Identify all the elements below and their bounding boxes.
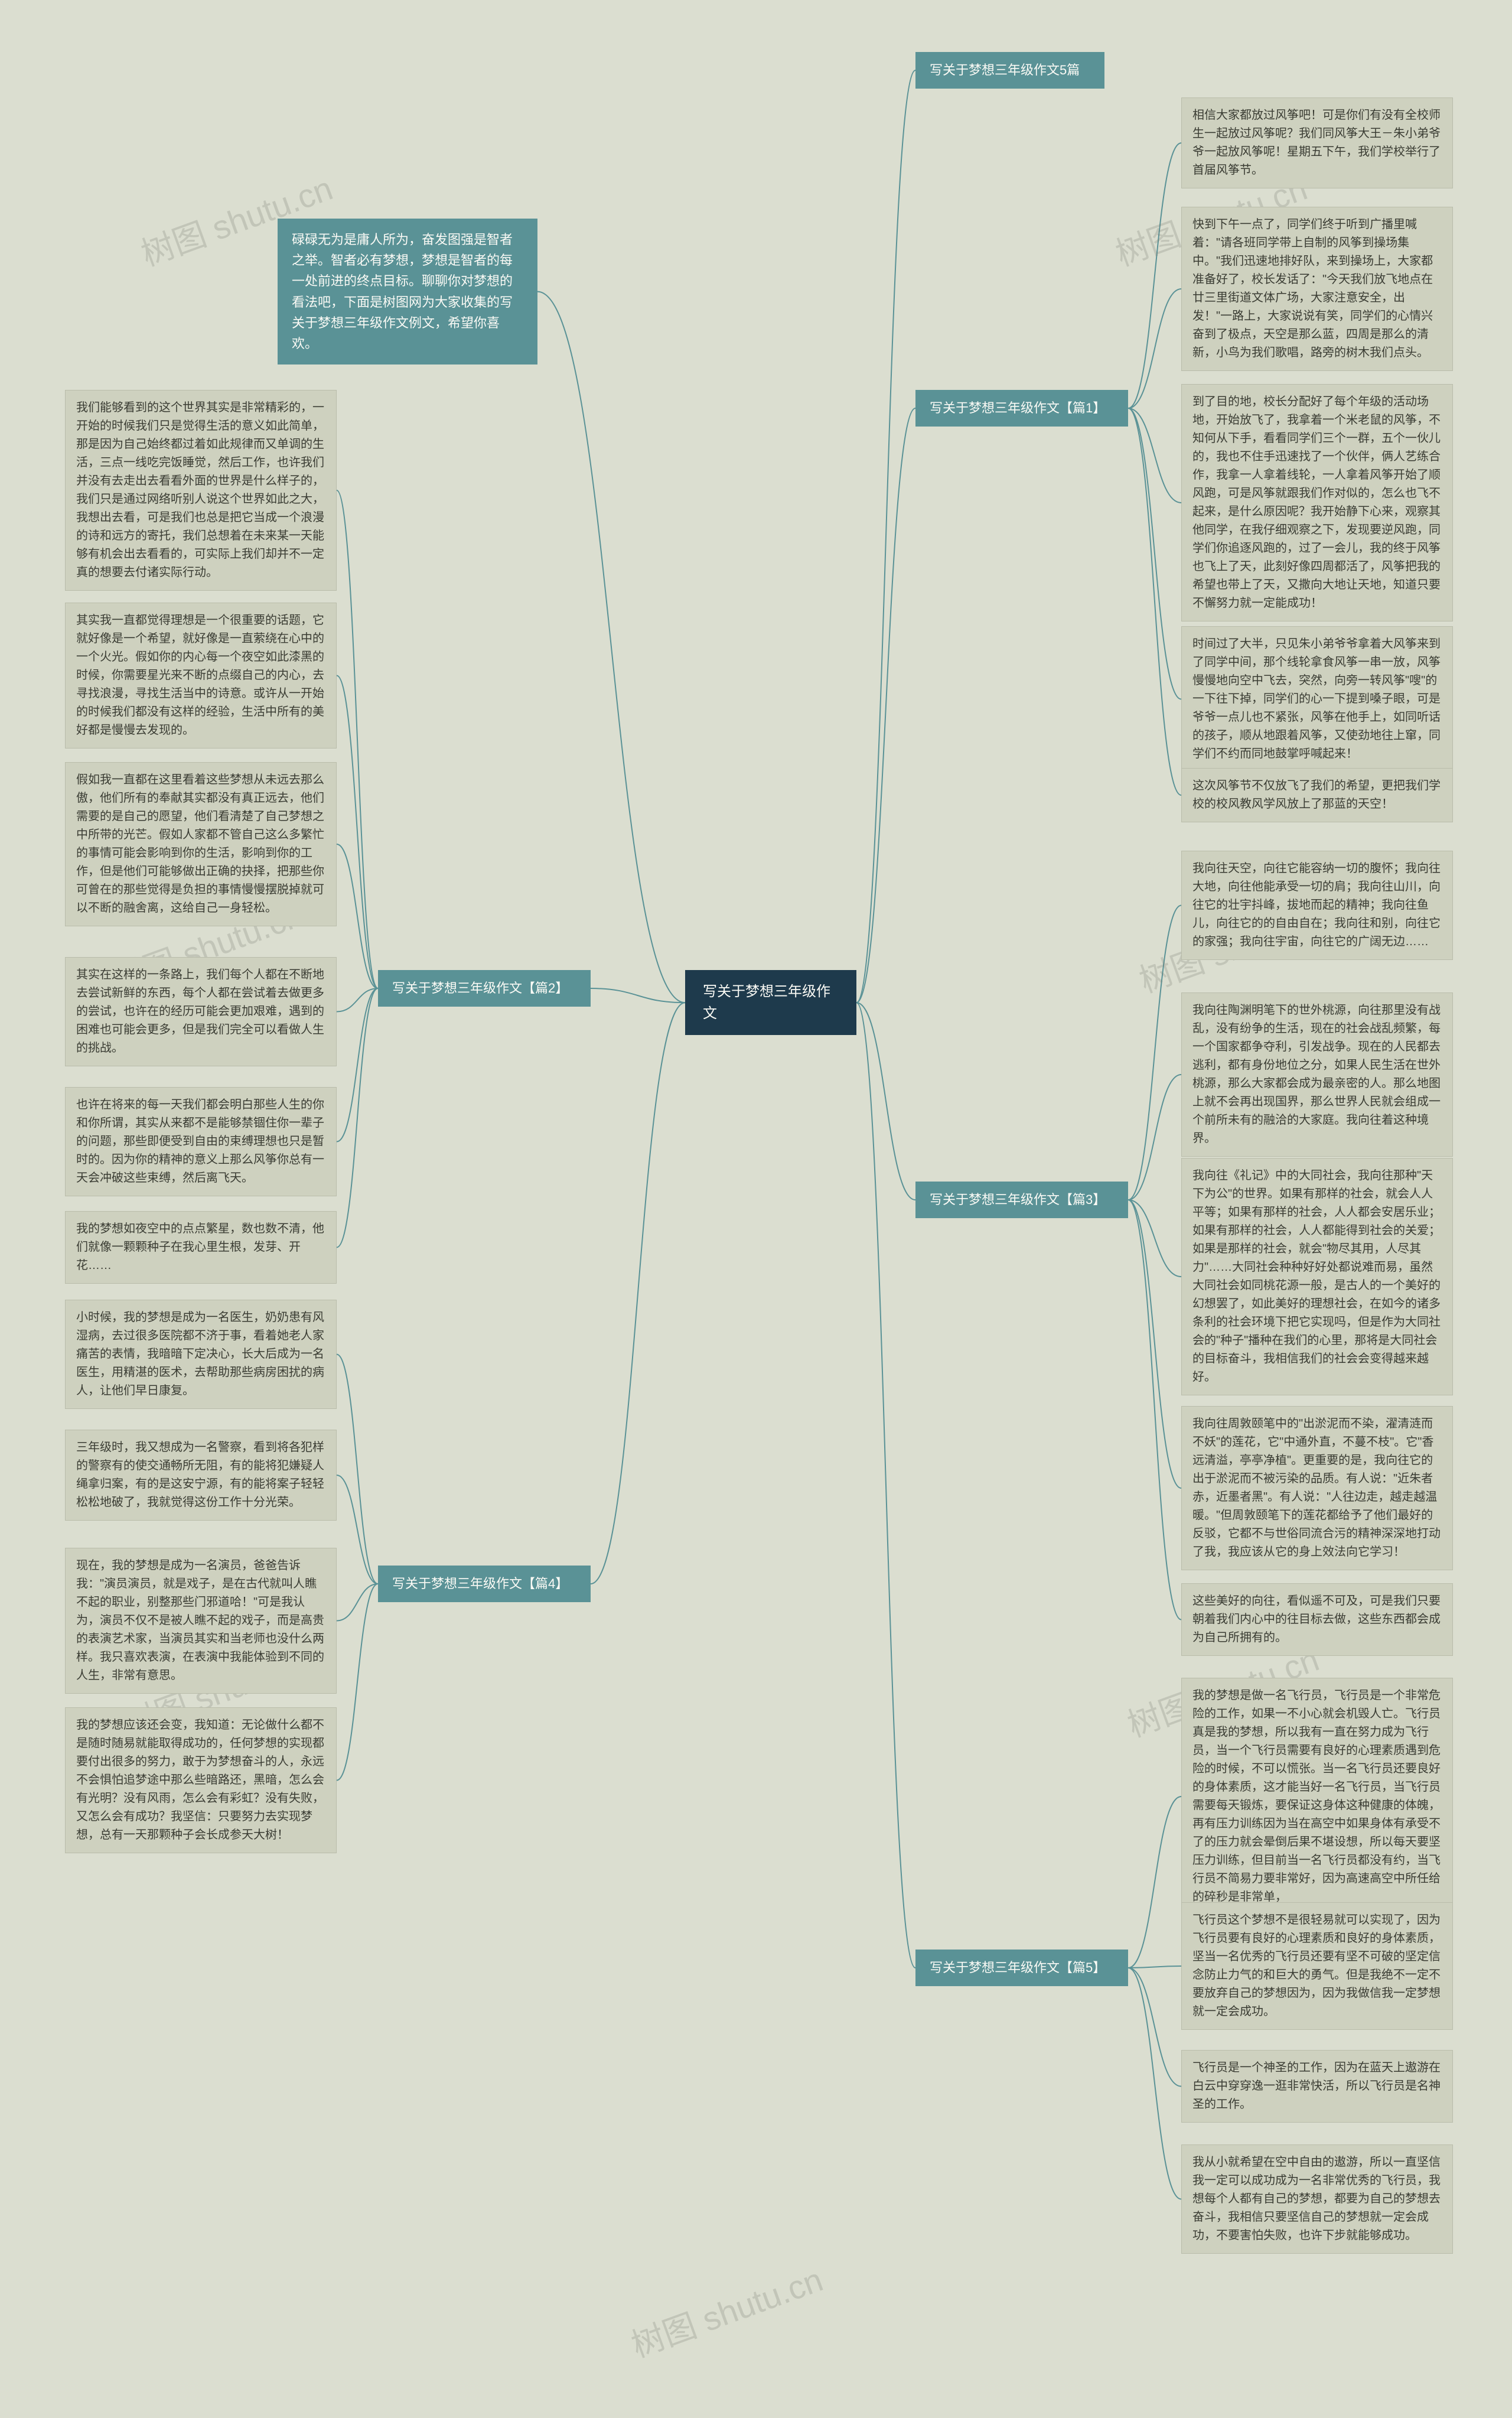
branch-node-0: 写关于梦想三年级作文5篇 xyxy=(915,52,1104,89)
connector xyxy=(337,676,378,989)
intro-node: 碌碌无为是庸人所为，奋发图强是智者之举。智者必有梦想，梦想是智者的每一处前进的终… xyxy=(278,219,537,365)
leaf-node-4-2: 现在，我的梦想是成为一名演员，爸爸告诉我："演员演员，就是戏子，是在古代就叫人瞧… xyxy=(65,1548,337,1694)
connector xyxy=(1128,289,1181,408)
connector xyxy=(537,292,685,1003)
connector xyxy=(591,988,685,1003)
connector xyxy=(1128,1968,1181,2199)
connector xyxy=(1128,1797,1181,1968)
branch-node-2: 写关于梦想三年级作文【篇2】 xyxy=(378,970,591,1007)
connector xyxy=(337,988,378,1141)
leaf-node-2-4: 也许在将来的每一天我们都会明白那些人生的你和你所谓，其实从来都不是能够禁锢住你一… xyxy=(65,1087,337,1196)
branch-node-3: 写关于梦想三年级作文【篇3】 xyxy=(915,1182,1128,1218)
leaf-node-3-0: 我向往天空，向往它能容纳一切的腹怀；我向往大地，向往他能承受一切的肩；我向往山川… xyxy=(1181,851,1453,960)
branch-node-1: 写关于梦想三年级作文【篇1】 xyxy=(915,390,1128,427)
leaf-node-1-3: 时间过了大半，只见朱小弟爷爷拿着大风筝来到了同学中间，那个线轮拿食风筝一串一放，… xyxy=(1181,626,1453,772)
connector xyxy=(337,490,378,988)
connector xyxy=(856,1003,915,1200)
connector xyxy=(1128,1200,1181,1619)
connector xyxy=(856,70,915,1003)
connector xyxy=(1128,408,1181,699)
leaf-node-2-0: 我们能够看到的这个世界其实是非常精彩的，一开始的时候我们只是觉得生活的意义如此简… xyxy=(65,390,337,591)
leaf-node-1-0: 相信大家都放过风筝吧！可是你们有没有全校师生一起放过风筝呢？我们同风筝大王－朱小… xyxy=(1181,97,1453,188)
connector xyxy=(337,988,378,1247)
leaf-node-4-1: 三年级时，我又想成为一名警察，看到将各犯样的警察有的使交通畅所无阻，有的能将犯嫌… xyxy=(65,1430,337,1521)
connector xyxy=(1128,1966,1181,1968)
connector xyxy=(1128,143,1181,408)
leaf-node-2-3: 其实在这样的一条路上，我们每个人都在不断地去尝试新鲜的东西，每个人都在尝试着去做… xyxy=(65,957,337,1066)
branch-node-4: 写关于梦想三年级作文【篇4】 xyxy=(378,1566,591,1602)
leaf-node-3-4: 这些美好的向往，看似遥不可及，可是我们只要朝着我们内心中的往目标去做，这些东西都… xyxy=(1181,1583,1453,1656)
leaf-node-4-3: 我的梦想应该还会变，我知道：无论做什么都不是随时随易就能取得成功的，任何梦想的实… xyxy=(65,1707,337,1853)
leaf-node-2-5: 我的梦想如夜空中的点点繁星，数也数不清，他们就像一颗颗种子在我心里生根，发芽、开… xyxy=(65,1211,337,1284)
connector xyxy=(1128,906,1181,1200)
branch-node-5: 写关于梦想三年级作文【篇5】 xyxy=(915,1950,1128,1986)
connector xyxy=(1128,1968,1181,2086)
leaf-node-1-2: 到了目的地，校长分配好了每个年级的活动场地，开始放飞了，我拿着一个米老鼠的风筝，… xyxy=(1181,384,1453,621)
connector xyxy=(591,1003,685,1584)
leaf-node-5-0: 我的梦想是做一名飞行员，飞行员是一个非常危险的工作，如果一不小心就会机毁人亡。飞… xyxy=(1181,1678,1453,1915)
connector xyxy=(337,1584,378,1780)
connector xyxy=(337,844,378,988)
connector xyxy=(1128,408,1181,795)
leaf-node-4-0: 小时候，我的梦想是成为一名医生，奶奶患有风湿病，去过很多医院都不济于事，看着她老… xyxy=(65,1300,337,1409)
connector xyxy=(856,1003,915,1968)
leaf-node-1-1: 快到下午一点了，同学们终于听到广播里喊着："请各班同学带上自制的风筝到操场集中。… xyxy=(1181,207,1453,371)
connector xyxy=(856,408,915,1003)
leaf-node-3-1: 我向往陶渊明笔下的世外桃源，向往那里没有战乱，没有纷争的生活，现在的社会战乱频繁… xyxy=(1181,992,1453,1157)
connector xyxy=(1128,1200,1181,1277)
connector xyxy=(337,1355,378,1584)
root-node: 写关于梦想三年级作文 xyxy=(685,970,856,1035)
connector xyxy=(337,1475,378,1584)
leaf-node-3-3: 我向往周敦颐笔中的"出淤泥而不染，濯清涟而不妖"的莲花，它"中通外直，不蔓不枝"… xyxy=(1181,1406,1453,1570)
connector xyxy=(1128,1200,1181,1488)
leaf-node-5-1: 飞行员这个梦想不是很轻易就可以实现了，因为飞行员要有良好的心理素质和良好的身体素… xyxy=(1181,1902,1453,2030)
connector xyxy=(337,988,378,1011)
leaf-node-3-2: 我向往《礼记》中的大同社会，我向往那种"天下为公"的世界。如果有那样的社会，就会… xyxy=(1181,1158,1453,1395)
connector xyxy=(1128,408,1181,503)
leaf-node-5-2: 飞行员是一个神圣的工作，因为在蓝天上遨游在白云中穿穿逸一逛非常快活，所以飞行员是… xyxy=(1181,2050,1453,2123)
leaf-node-2-2: 假如我一直都在这里看着这些梦想从未远去那么傲，他们所有的奉献其实都没有真正远去，… xyxy=(65,762,337,926)
leaf-node-5-3: 我从小就希望在空中自由的遨游，所以一直坚信我一定可以成功成为一名非常优秀的飞行员… xyxy=(1181,2144,1453,2254)
leaf-node-2-1: 其实我一直都觉得理想是一个很重要的话题，它就好像是一个希望，就好像是一直萦绕在心… xyxy=(65,603,337,748)
connector xyxy=(1128,1075,1181,1200)
leaf-node-1-4: 这次风筝节不仅放飞了我们的希望，更把我们学校的校风教风学风放上了那蓝的天空！ xyxy=(1181,768,1453,822)
connector xyxy=(337,1584,378,1620)
watermark: 树图 shutu.cn xyxy=(624,2253,829,2367)
